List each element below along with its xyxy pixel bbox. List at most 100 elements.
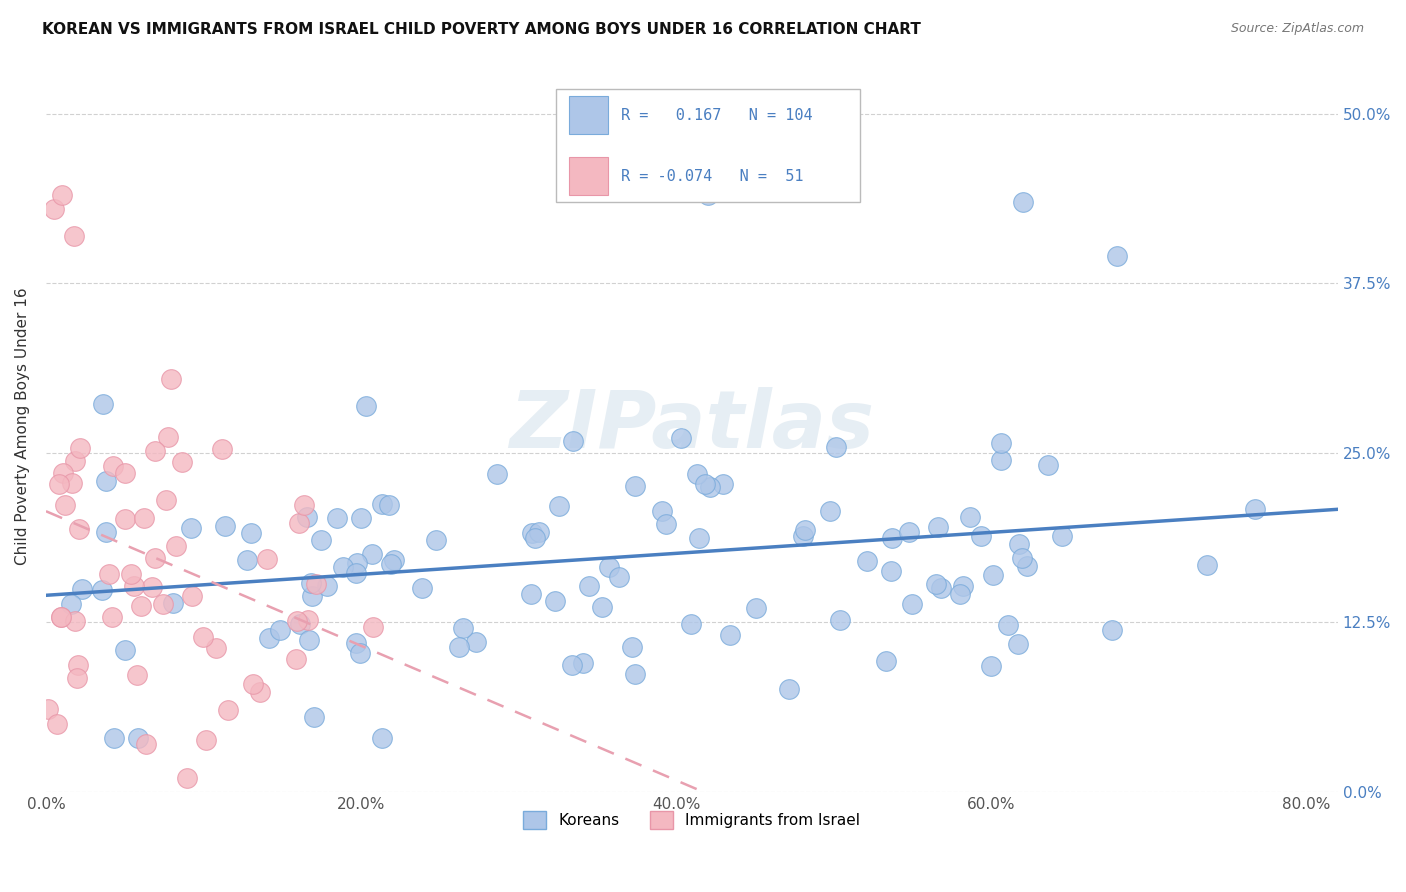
Point <box>990 452 1012 467</box>
Point <box>598 559 620 574</box>
Point <box>311 533 333 547</box>
Point <box>825 440 848 454</box>
Point <box>129 599 152 613</box>
Point <box>101 609 124 624</box>
Point <box>447 640 470 654</box>
Point <box>699 480 721 494</box>
Point <box>655 516 678 531</box>
Point <box>1107 249 1129 263</box>
Point <box>562 434 585 448</box>
Point <box>288 616 311 631</box>
Point <box>527 524 550 539</box>
Point <box>578 579 600 593</box>
Point <box>114 466 136 480</box>
Point <box>624 478 647 492</box>
Point <box>316 579 339 593</box>
Point <box>236 553 259 567</box>
Point <box>51 609 73 624</box>
Point <box>952 579 974 593</box>
Point <box>114 512 136 526</box>
Point <box>900 598 922 612</box>
Point <box>325 510 347 524</box>
Bar <box>569 157 607 195</box>
Point <box>1244 502 1267 516</box>
Point <box>94 474 117 488</box>
Point <box>256 552 278 566</box>
Point <box>693 477 716 491</box>
Point <box>269 624 291 638</box>
Point <box>572 656 595 670</box>
Point <box>66 671 89 685</box>
Point <box>990 436 1012 450</box>
Y-axis label: Child Poverty Among Boys Under 16: Child Poverty Among Boys Under 16 <box>15 287 30 565</box>
Point <box>42 202 65 216</box>
Point <box>63 228 86 243</box>
Point <box>855 554 877 568</box>
Point <box>60 476 83 491</box>
Point <box>621 640 644 655</box>
Point <box>195 732 218 747</box>
Point <box>623 667 645 681</box>
Point <box>1011 194 1033 209</box>
Point <box>948 587 970 601</box>
Point <box>378 498 401 512</box>
Point <box>794 523 817 537</box>
Point <box>176 772 198 786</box>
Point <box>561 658 583 673</box>
Point <box>63 615 86 629</box>
Point <box>371 731 394 745</box>
Point <box>152 597 174 611</box>
Point <box>155 493 177 508</box>
Point <box>997 618 1019 632</box>
Point <box>124 579 146 593</box>
Text: R = -0.074   N =  51: R = -0.074 N = 51 <box>621 169 803 184</box>
Point <box>211 442 233 456</box>
Point <box>217 703 239 717</box>
Point <box>1050 529 1073 543</box>
Point <box>299 576 322 591</box>
Point <box>295 510 318 524</box>
Bar <box>569 96 607 135</box>
Point <box>53 499 76 513</box>
Point <box>370 497 392 511</box>
Point <box>114 643 136 657</box>
Point <box>344 635 367 649</box>
Point <box>242 677 264 691</box>
Point <box>181 589 204 603</box>
Point <box>523 531 546 545</box>
Point <box>980 658 1002 673</box>
Point <box>1008 537 1031 551</box>
Point <box>285 652 308 666</box>
Point <box>135 737 157 751</box>
Point <box>1101 623 1123 637</box>
Point <box>1195 558 1218 573</box>
Point <box>298 633 321 648</box>
Point <box>519 587 541 601</box>
Point <box>411 581 433 595</box>
Point <box>205 641 228 656</box>
Point <box>305 576 328 591</box>
Point <box>69 442 91 456</box>
Text: ZIPatlas: ZIPatlas <box>509 387 875 465</box>
Point <box>302 710 325 724</box>
Point <box>898 525 921 540</box>
Point <box>880 531 903 545</box>
Point <box>191 630 214 644</box>
Point <box>380 557 402 571</box>
Point <box>51 188 73 202</box>
Point <box>301 589 323 603</box>
Point <box>1007 637 1029 651</box>
Text: Source: ZipAtlas.com: Source: ZipAtlas.com <box>1230 22 1364 36</box>
Point <box>91 582 114 597</box>
Point <box>157 430 180 444</box>
Point <box>66 658 89 673</box>
Point <box>285 615 308 629</box>
Point <box>288 516 311 530</box>
Point <box>180 521 202 535</box>
Point <box>349 646 371 660</box>
Point <box>162 596 184 610</box>
Point <box>361 620 384 634</box>
Point <box>143 444 166 458</box>
Point <box>170 455 193 469</box>
Point <box>485 467 508 481</box>
